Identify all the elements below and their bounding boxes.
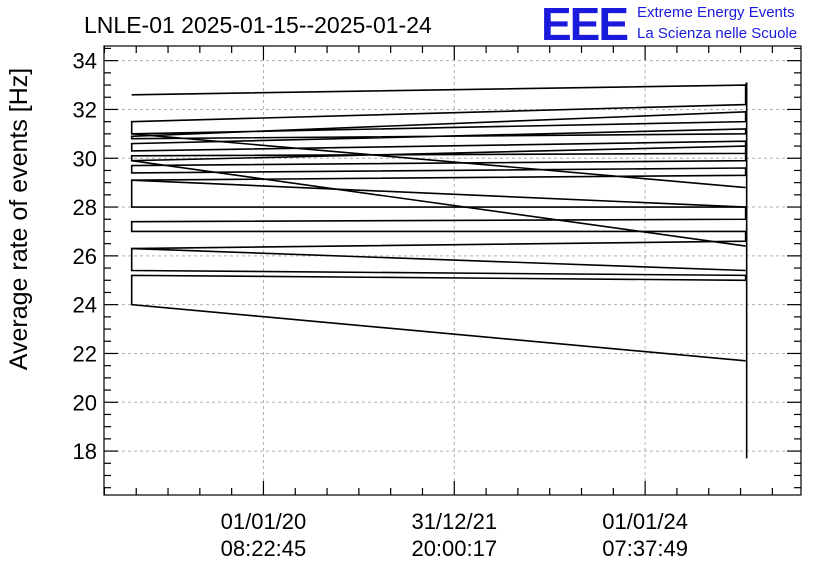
logo-line-2: La Scienza nelle Scuole — [637, 25, 797, 42]
logo-line-1: Extreme Energy Events — [637, 4, 795, 21]
x-tick-label-time: 08:22:45 — [221, 536, 307, 561]
x-tick-label-date: 31/12/21 — [411, 509, 497, 534]
y-tick-label: 26 — [73, 244, 97, 269]
eee-logo: EEE Extreme Energy Events La Scienza nel… — [541, 0, 797, 50]
y-axis-title: Average rate of events [Hz] — [5, 68, 33, 370]
y-tick-label: 34 — [73, 49, 97, 74]
series-segment — [131, 133, 746, 189]
series-segment — [131, 179, 746, 208]
chart-title: LNLE-01 2025-01-15--2025-01-24 — [84, 12, 432, 38]
y-tick-label: 28 — [73, 195, 97, 220]
series-segment — [131, 159, 746, 247]
plot-frame — [103, 45, 802, 496]
y-tick-label: 20 — [73, 390, 97, 415]
y-tick-label: 24 — [73, 293, 97, 318]
x-tick-label-time: 07:37:49 — [602, 536, 688, 561]
series-segment — [131, 247, 746, 272]
x-tick-label-time: 20:00:17 — [411, 536, 497, 561]
y-tick-label: 18 — [73, 439, 97, 464]
x-tick-label-date: 01/01/24 — [602, 509, 688, 534]
data-series — [130, 82, 748, 459]
logo-mark: EEE — [541, 0, 627, 50]
x-tick-label-date: 01/01/20 — [221, 509, 307, 534]
y-tick-label: 22 — [73, 341, 97, 366]
axis-ticks — [103, 46, 801, 495]
y-tick-label: 32 — [73, 97, 97, 122]
y-tick-label: 30 — [73, 146, 97, 171]
series-line — [130, 84, 747, 362]
